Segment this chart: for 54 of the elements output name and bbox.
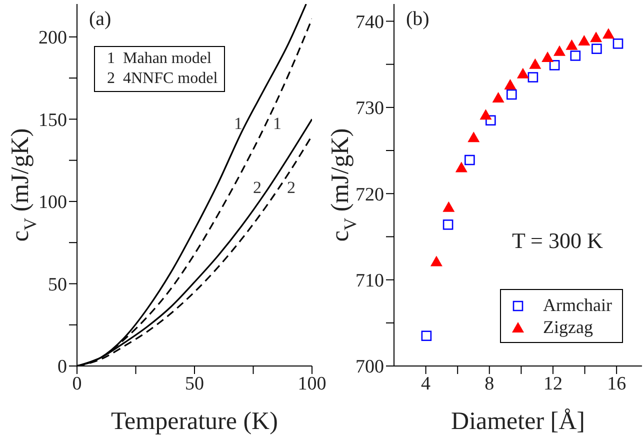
x-tick-label: 16 xyxy=(607,373,626,394)
point xyxy=(528,72,538,82)
y-tick-label: 200 xyxy=(38,28,67,49)
y-tick-label: 50 xyxy=(48,274,67,296)
x-axis-title: Diameter [Å] xyxy=(451,408,585,435)
x-tick-label: 8 xyxy=(484,373,494,394)
annotation: 1 xyxy=(273,114,282,134)
point xyxy=(430,256,442,266)
legend-label: Armchair xyxy=(543,294,612,316)
y-tick-label: 0 xyxy=(58,356,67,378)
x-tick-label: 12 xyxy=(543,373,562,394)
x-tick-label: 0 xyxy=(72,373,82,394)
point xyxy=(480,109,492,120)
point xyxy=(549,60,560,70)
point xyxy=(592,44,602,54)
y-tick-label: 740 xyxy=(356,12,384,33)
point xyxy=(570,50,581,61)
y-tick-label: 100 xyxy=(38,192,67,214)
point xyxy=(468,132,480,142)
x-tick-label: 4 xyxy=(421,373,432,394)
annotation: (a) xyxy=(89,8,112,31)
point xyxy=(455,162,468,172)
annotation: 2 4NNFC model xyxy=(107,69,218,89)
point xyxy=(602,28,614,39)
annotation: (b) xyxy=(406,8,430,31)
point xyxy=(492,92,504,102)
annotation: 1 Mahan model xyxy=(107,49,212,69)
x-tick-label: 50 xyxy=(185,373,204,394)
point xyxy=(612,38,624,49)
point xyxy=(553,45,566,56)
point xyxy=(542,51,554,62)
point xyxy=(442,220,454,230)
y-tick-label: 150 xyxy=(38,110,67,131)
annotation: 2 xyxy=(287,178,296,198)
y-tick-label: 730 xyxy=(356,98,384,120)
legend-label: Zigzag xyxy=(543,316,594,338)
point xyxy=(421,330,432,341)
point xyxy=(566,39,578,50)
annotation: 2 xyxy=(253,178,262,198)
y-tick-label: 700 xyxy=(356,356,384,378)
point xyxy=(506,89,517,100)
x-tick-label: 100 xyxy=(298,373,326,394)
point xyxy=(578,35,590,46)
point xyxy=(529,58,542,69)
x-axis-title: Temperature (K) xyxy=(111,408,278,435)
point xyxy=(486,115,496,126)
annotation: T = 300 K xyxy=(512,228,603,254)
point xyxy=(504,79,516,90)
point xyxy=(516,68,529,78)
y-tick-label: 710 xyxy=(356,270,384,292)
annotation: 1 xyxy=(234,114,242,134)
point xyxy=(442,201,455,212)
point xyxy=(590,32,602,42)
point xyxy=(464,154,475,166)
